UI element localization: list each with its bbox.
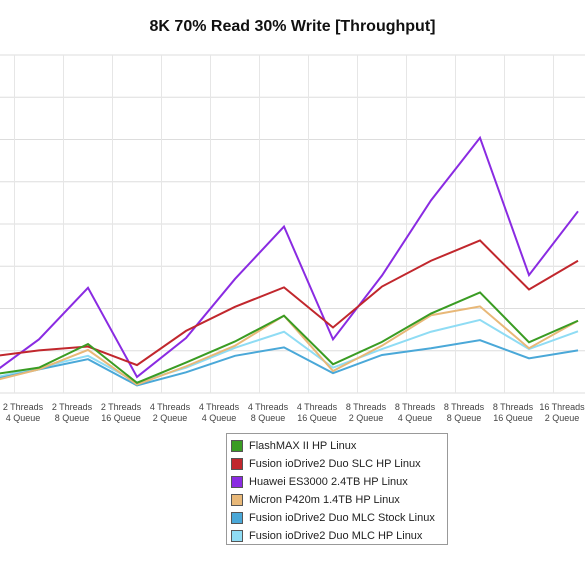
legend-item: Fusion ioDrive2 Duo MLC Stock Linux — [231, 509, 447, 527]
chart-title: 8K 70% Read 30% Write [Throughput] — [149, 18, 436, 35]
x-tick-label: 4 Queue — [202, 413, 237, 423]
series-line-huawei-es3000-2-4tb-hp-linux — [0, 135, 579, 379]
grid-lines — [0, 54, 585, 394]
legend-item: FlashMAX II HP Linux — [231, 437, 447, 455]
x-tick-label: 2 Threads — [101, 402, 142, 412]
x-tick-label: 8 Queue — [251, 413, 286, 423]
x-tick-label: 8 Threads — [444, 402, 485, 412]
x-tick-label: 16 Queue — [101, 413, 141, 423]
series-line-fusion-iodrive2-duo-mlc-stock-linux — [0, 339, 579, 387]
legend-swatch — [231, 458, 243, 470]
x-tick-label: 2 Threads — [3, 402, 44, 412]
legend-item: Micron P420m 1.4TB HP Linux — [231, 491, 447, 509]
legend-swatch — [231, 512, 243, 524]
legend-swatch — [231, 476, 243, 488]
legend-swatch — [231, 440, 243, 452]
series-line-fusion-iodrive2-duo-slc-hp-linux — [0, 239, 579, 367]
legend-item: Fusion ioDrive2 Duo MLC HP Linux — [231, 527, 447, 545]
x-tick-label: 4 Threads — [150, 402, 191, 412]
legend-swatch — [231, 494, 243, 506]
x-tick-label: 8 Queue — [447, 413, 482, 423]
x-tick-label: 16 Threads — [539, 402, 585, 412]
x-tick-label: 2 Queue — [153, 413, 188, 423]
x-tick-label: 2 Queue — [545, 413, 580, 423]
legend-label: Fusion ioDrive2 Duo MLC Stock Linux — [249, 512, 435, 524]
x-tick-label: 16 Queue — [493, 413, 533, 423]
x-tick-label: 4 Queue — [6, 413, 41, 423]
legend-item: Fusion ioDrive2 Duo SLC HP Linux — [231, 455, 447, 473]
series-line-fusion-iodrive2-duo-mlc-hp-linux — [0, 318, 579, 384]
x-tick-label: 4 Queue — [398, 413, 433, 423]
x-tick-label: 4 Threads — [297, 402, 338, 412]
legend-label: Fusion ioDrive2 Duo MLC HP Linux — [249, 530, 423, 542]
series-line-flashmax-ii-hp-linux — [0, 291, 579, 385]
legend: FlashMAX II HP Linux Fusion ioDrive2 Duo … — [226, 433, 448, 545]
x-tick-label: 16 Queue — [297, 413, 337, 423]
x-tick-label: 4 Threads — [248, 402, 289, 412]
legend-swatch — [231, 530, 243, 542]
x-tick-label: 8 Threads — [493, 402, 534, 412]
x-tick-label: 2 Queue — [349, 413, 384, 423]
legend-label: Huawei ES3000 2.4TB HP Linux — [249, 476, 408, 488]
legend-label: Fusion ioDrive2 Duo SLC HP Linux — [249, 458, 421, 470]
legend-item: Huawei ES3000 2.4TB HP Linux — [231, 473, 447, 491]
x-tick-label: 8 Threads — [395, 402, 436, 412]
legend-label: Micron P420m 1.4TB HP Linux — [249, 494, 400, 506]
x-tick-label: 4 Threads — [199, 402, 240, 412]
x-tick-label: 8 Threads — [346, 402, 387, 412]
legend-label: FlashMAX II HP Linux — [249, 440, 357, 452]
x-tick-label: 2 Threads — [52, 402, 93, 412]
series-lines — [0, 135, 579, 387]
x-tick-label: 8 Queue — [55, 413, 90, 423]
